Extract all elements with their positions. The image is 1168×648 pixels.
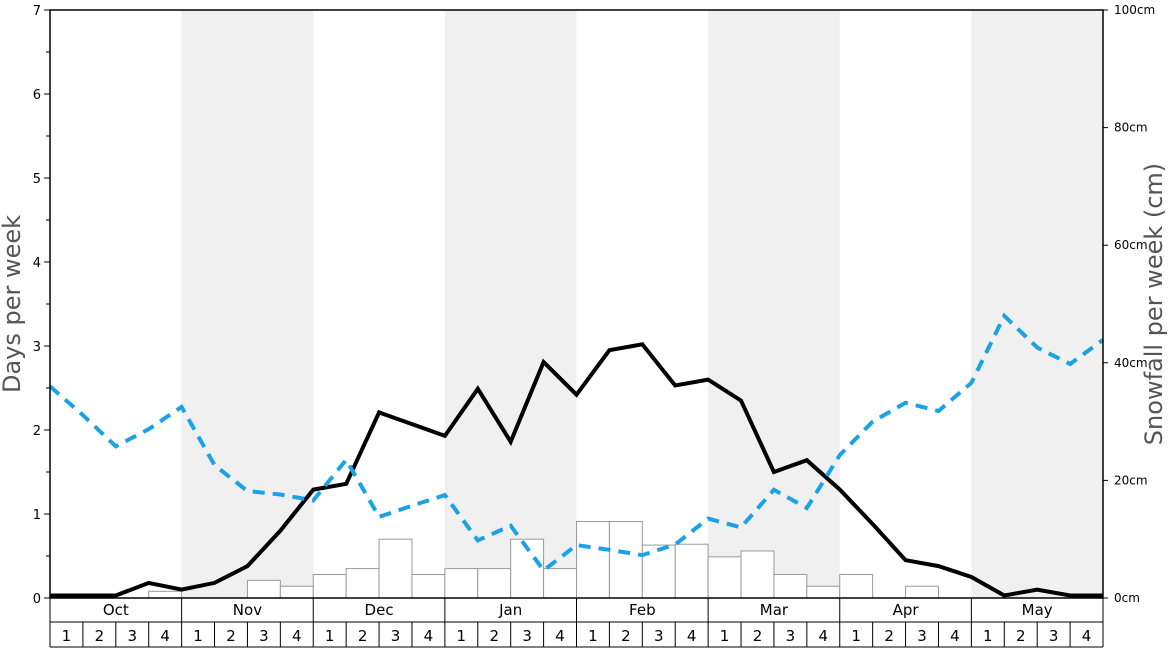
month-label-apr: Apr [893,601,920,619]
left-tick-label: 7 [33,4,41,19]
month-label-dec: Dec [365,601,394,619]
week-label: 2 [753,627,763,645]
week-label: 3 [1049,627,1059,645]
left-tick-label: 6 [33,88,41,103]
snow-bar-week-13 [444,568,479,599]
snow-bar-week-16 [543,568,577,599]
snow-bar-week-4 [148,590,183,599]
snow-days-line [50,342,1103,598]
axis-labels: 0 1 2 3 4 5 6 7 0cm 20cm 40cm 60cm 80cm 100cm [33,3,1155,607]
week-label: 1 [325,627,335,645]
month-shade-mar [708,10,840,598]
snow-bar-week-17 [576,521,610,599]
month-label-feb: Feb [629,601,656,619]
right-tick-label: 40cm [1114,356,1148,370]
month-label-oct: Oct [103,601,129,619]
snow-bar-week-18 [608,521,643,599]
week-label: 2 [226,627,236,645]
data-lines [48,312,1105,598]
week-label: 4 [292,627,302,645]
snow-bar-week-21 [707,556,742,599]
snow-bar-week-20 [674,543,709,599]
right-axis-title: Snowfall per week (cm) [1140,163,1168,445]
snow-bar-week-7 [246,579,281,599]
week-label: 3 [522,627,532,645]
left-axis-title: Days per week [0,215,26,393]
week-label: 3 [259,627,269,645]
right-tick-label: 0cm [1114,591,1140,605]
week-label: 4 [819,627,829,645]
snowfall-line [48,312,1105,574]
week-label: 4 [555,627,565,645]
week-label: 1 [588,627,598,645]
week-label: 4 [160,627,170,645]
week-label: 1 [457,627,467,645]
right-tick-label: 80cm [1114,121,1148,135]
snow-bar-week-14 [477,568,512,599]
week-label: 2 [621,627,631,645]
week-label: 1 [851,627,861,645]
snow-bar-week-23 [773,573,808,599]
snow-bar-week-27 [905,585,939,599]
week-label: 4 [950,627,960,645]
week-label: 3 [391,627,401,645]
left-tick-label: 2 [33,424,41,439]
snow-bar-week-24 [806,585,841,599]
week-label: 2 [95,627,105,645]
week-label: 1 [62,627,72,645]
left-tick-label: 1 [33,508,41,523]
right-tick-label: 20cm [1114,473,1148,487]
week-label: 4 [687,627,697,645]
snow-bar-week-22 [740,550,775,599]
week-label: 3 [917,627,927,645]
month-week-table: Oct 1 2 3 4 Nov 1 2 3 4 Dec 1 2 3 4 Jan 1 2 3 4 Feb 1 2 3 4 Mar 1 2… [49,598,1104,648]
month-label-jan: Jan [498,601,522,619]
month-shade-nov [181,10,314,598]
snow-bar-week-8 [279,585,314,599]
week-label: 3 [654,627,664,645]
month-label-may: May [1022,601,1053,619]
month-shade-may [971,10,1103,598]
week-label: 1 [983,627,993,645]
left-tick-label: 5 [33,172,41,187]
week-label: 4 [1082,627,1092,645]
right-tick-label: 100cm [1114,3,1155,17]
week-label: 2 [489,627,499,645]
week-label: 2 [884,627,894,645]
week-label: 1 [720,627,730,645]
month-shading [181,10,1103,598]
left-tick-label: 0 [33,592,41,607]
month-shade-jan [444,10,577,598]
snow-bar-week-12 [411,573,446,599]
week-label: 4 [424,627,434,645]
snow-bar-week-11 [378,538,413,599]
week-label: 3 [127,627,137,645]
month-label-mar: Mar [760,601,789,619]
month-label-nov: Nov [233,601,262,619]
week-label: 2 [1016,627,1026,645]
week-label: 1 [193,627,203,645]
week-label: 2 [358,627,368,645]
snow-bar-week-10 [345,568,380,599]
week-label: 3 [786,627,796,645]
snow-bar-week-25 [839,573,874,599]
right-tick-label: 60cm [1114,238,1148,252]
snow-bar-week-9 [312,573,347,599]
snow-days-bars [148,521,939,599]
left-tick-label: 4 [33,256,41,271]
left-tick-label: 3 [33,340,41,355]
